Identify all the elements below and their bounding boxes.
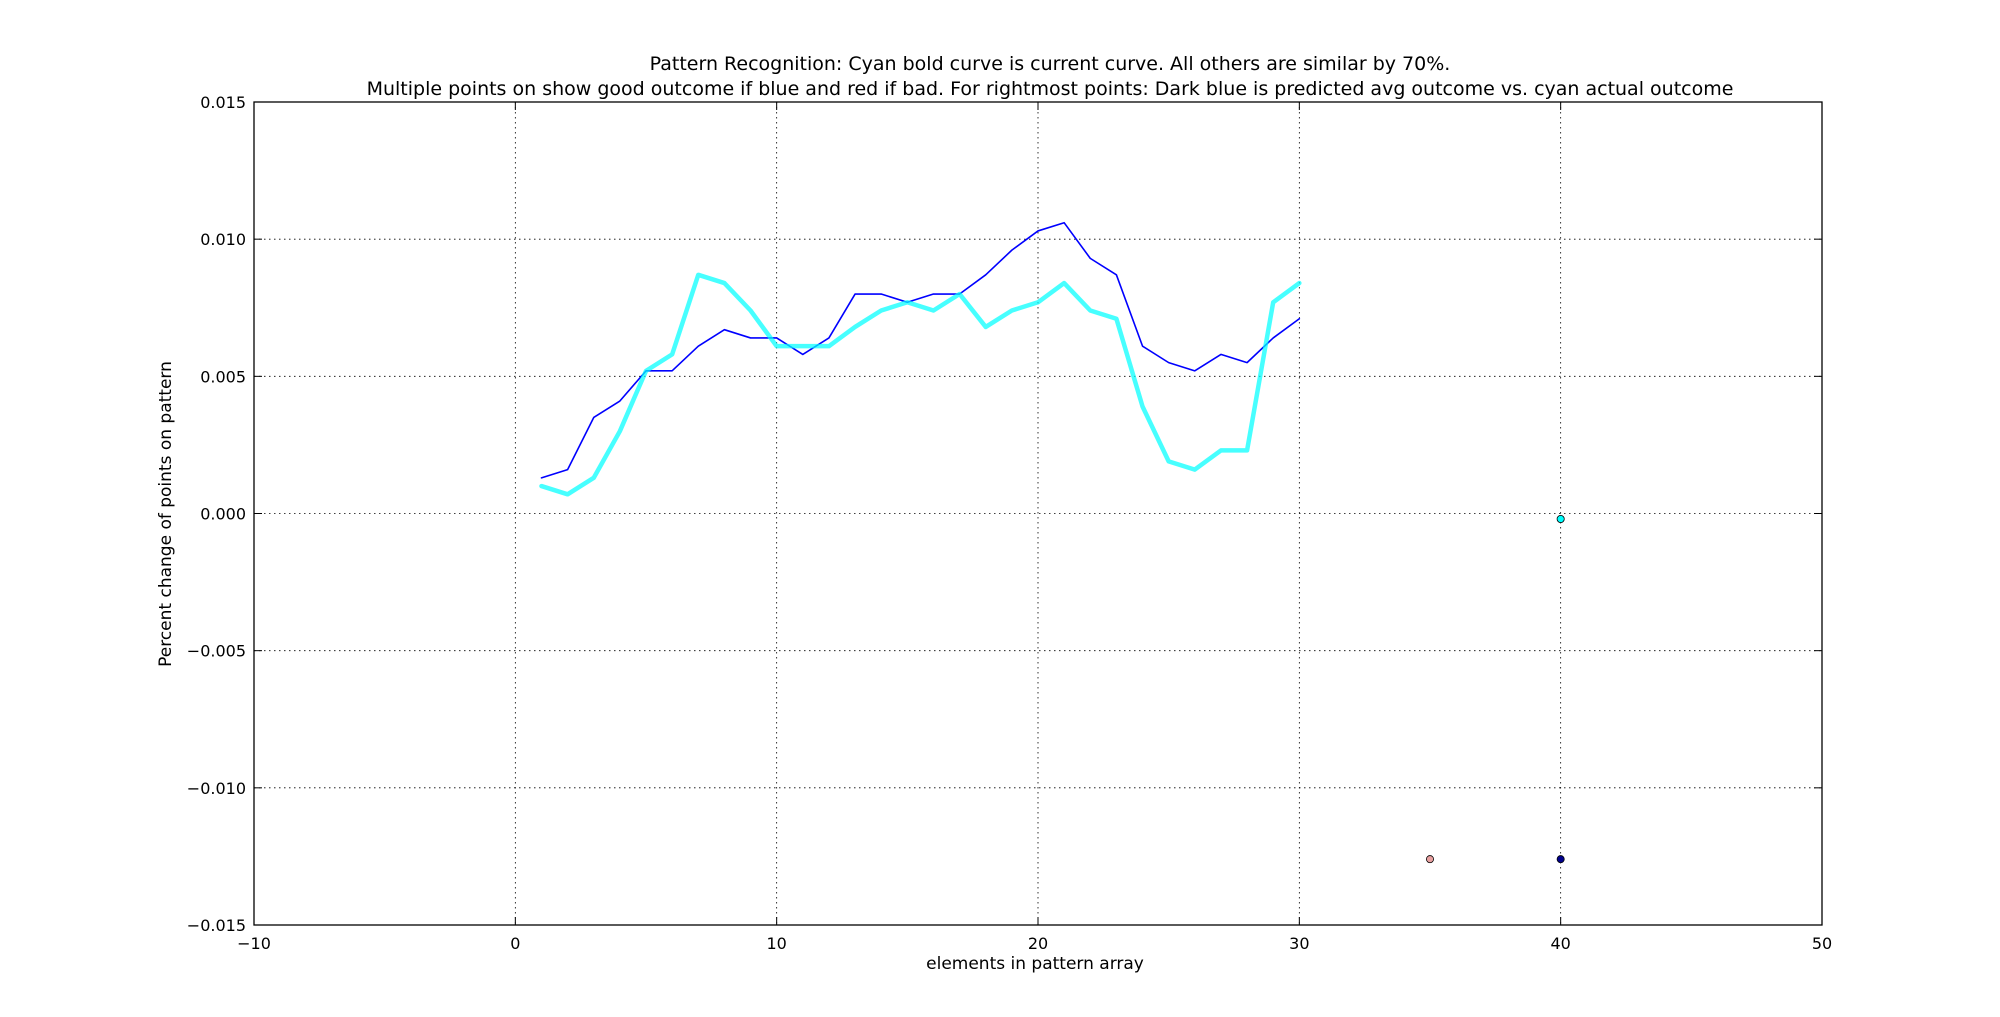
y-tick-label: 0.005 bbox=[200, 367, 246, 386]
x-tick-label: 30 bbox=[1289, 934, 1309, 953]
y-tick-label: −0.010 bbox=[187, 779, 246, 798]
chart-title: Pattern Recognition: Cyan bold curve is … bbox=[650, 53, 1451, 75]
x-tick-label: 10 bbox=[766, 934, 786, 953]
x-tick-label: −10 bbox=[237, 934, 271, 953]
y-tick-label: 0.015 bbox=[200, 93, 246, 112]
outcome-point bbox=[1556, 855, 1565, 864]
y-axis-label: Percent change of points on pattern bbox=[156, 361, 176, 667]
outcome-points bbox=[1426, 514, 1565, 864]
y-tick-label: −0.015 bbox=[187, 916, 246, 935]
grid-lines bbox=[254, 102, 1822, 925]
x-tick-label: 50 bbox=[1812, 934, 1832, 953]
y-tick-label: 0.000 bbox=[200, 505, 246, 524]
outcome-point bbox=[1426, 855, 1435, 864]
x-tick-label: 20 bbox=[1028, 934, 1048, 953]
series-line-current-curve bbox=[539, 272, 1302, 497]
y-tick-label: 0.010 bbox=[200, 230, 246, 249]
series-line-similar-pattern bbox=[540, 221, 1301, 479]
x-axis-ticks: −10 0 10 20 30 40 50 bbox=[237, 102, 1832, 953]
series-lines bbox=[539, 221, 1302, 497]
x-tick-label: 0 bbox=[510, 934, 520, 953]
outcome-point bbox=[1556, 514, 1565, 523]
chart-subtitle: Multiple points on show good outcome if … bbox=[367, 78, 1734, 100]
x-axis-label: elements in pattern array bbox=[926, 954, 1144, 974]
y-axis-ticks: −0.015 −0.010 −0.005 0.000 0.005 0.010 0.015 bbox=[187, 93, 1822, 935]
y-tick-label: −0.005 bbox=[187, 642, 246, 661]
x-tick-label: 40 bbox=[1550, 934, 1570, 953]
